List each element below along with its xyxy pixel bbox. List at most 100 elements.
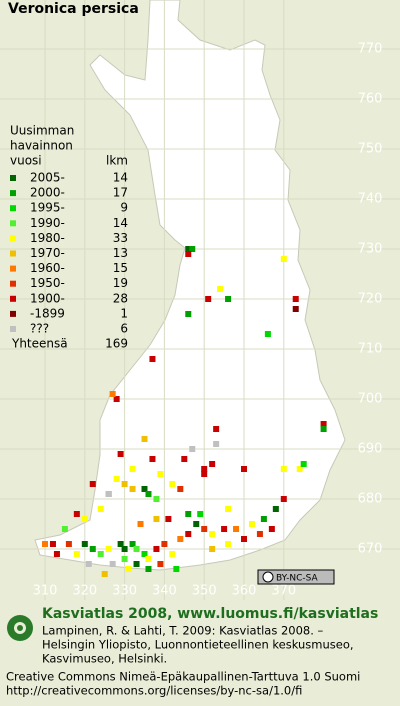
legend-label: 1960- — [30, 261, 65, 275]
record-square — [225, 506, 232, 512]
record-square — [149, 356, 156, 362]
record-square — [280, 256, 287, 262]
record-square — [280, 496, 287, 502]
record-square — [145, 566, 152, 572]
record-square — [173, 566, 180, 572]
legend-swatch — [10, 190, 16, 197]
y-tick-label: 770 — [358, 42, 383, 57]
legend-label: 1995- — [30, 201, 65, 215]
record-square — [241, 466, 247, 472]
legend-swatch — [10, 280, 16, 287]
record-square — [81, 541, 88, 547]
record-square — [49, 541, 56, 547]
record-square — [137, 521, 144, 527]
record-square — [268, 526, 275, 532]
record-square — [185, 246, 192, 252]
y-tick-label: 670 — [358, 542, 383, 557]
record-square — [81, 516, 88, 522]
legend-label: 1990- — [30, 216, 65, 230]
record-square — [133, 561, 140, 567]
record-square — [209, 546, 216, 552]
record-square — [73, 511, 80, 517]
record-square — [189, 446, 196, 452]
x-tick-label: 350 — [192, 584, 217, 599]
record-square — [209, 461, 216, 467]
legend-label: 1900- — [30, 291, 65, 305]
record-square — [153, 546, 160, 552]
record-square — [53, 551, 60, 557]
record-square — [73, 551, 80, 557]
cc-badge: BY-NC-SA — [257, 569, 335, 585]
legend-count: 33 — [113, 231, 128, 245]
record-square — [101, 571, 108, 577]
credit-line: Kasvimuseo, Helsinki. — [42, 652, 167, 666]
record-square — [161, 541, 168, 547]
record-square — [121, 481, 128, 487]
badge-text: BY-NC-SA — [276, 574, 319, 584]
y-tick-label: 700 — [358, 392, 383, 407]
x-tick-label: 360 — [232, 584, 257, 599]
record-square — [260, 516, 267, 522]
record-square — [109, 391, 116, 397]
record-square — [292, 306, 299, 312]
legend-label: -1899 — [30, 306, 65, 320]
credits-heading: Kasviatlas 2008, www.luomus.fi/kasviatla… — [42, 606, 378, 622]
record-square — [169, 481, 176, 487]
legend-swatch — [10, 295, 16, 302]
record-square — [221, 526, 228, 532]
legend-header: Uusimman — [10, 124, 74, 138]
record-square — [185, 511, 192, 517]
record-square — [201, 526, 208, 532]
legend-count: 13 — [113, 246, 128, 260]
record-square — [264, 331, 271, 337]
y-tick-label: 720 — [358, 292, 383, 307]
y-tick-label: 730 — [358, 242, 383, 257]
legend-swatch — [10, 310, 16, 317]
record-square — [320, 421, 327, 427]
record-square — [113, 476, 120, 482]
license-line: Creative Commons Nimeä-Epäkaupallinen-Ta… — [6, 670, 360, 684]
record-square — [280, 466, 287, 472]
legend-swatch — [10, 220, 16, 227]
record-square — [65, 541, 72, 547]
y-tick-label: 690 — [358, 442, 383, 457]
license-line: http://creativecommons.org/licenses/by-n… — [6, 684, 302, 698]
record-square — [121, 546, 128, 552]
record-square — [185, 531, 192, 537]
record-square — [153, 496, 160, 502]
record-square — [153, 516, 160, 522]
record-square — [149, 456, 156, 462]
record-square — [233, 526, 240, 532]
record-square — [201, 471, 208, 477]
record-square — [185, 251, 192, 257]
legend-label: 1970- — [30, 246, 65, 260]
record-square — [105, 546, 112, 552]
record-square — [300, 461, 307, 467]
record-square — [109, 561, 116, 567]
record-square — [89, 546, 96, 552]
legend-header: havainnon — [10, 139, 73, 153]
record-square — [141, 551, 148, 557]
record-square — [141, 486, 148, 492]
record-square — [248, 521, 255, 527]
legend-count: 15 — [113, 261, 128, 275]
legend-swatch — [10, 265, 16, 272]
record-square — [89, 481, 96, 487]
legend-label: 1980- — [30, 231, 65, 245]
record-square — [225, 541, 232, 547]
record-square — [113, 396, 120, 402]
record-square — [185, 311, 192, 317]
record-square — [42, 541, 48, 547]
x-tick-label: 310 — [33, 584, 58, 599]
record-square — [97, 551, 104, 557]
record-square — [61, 526, 68, 532]
y-tick-label: 750 — [358, 142, 383, 157]
land — [34, 0, 346, 571]
legend-label: 2000- — [30, 186, 65, 200]
records — [42, 246, 327, 577]
record-square — [296, 466, 303, 472]
legend-count: 9 — [120, 201, 128, 215]
